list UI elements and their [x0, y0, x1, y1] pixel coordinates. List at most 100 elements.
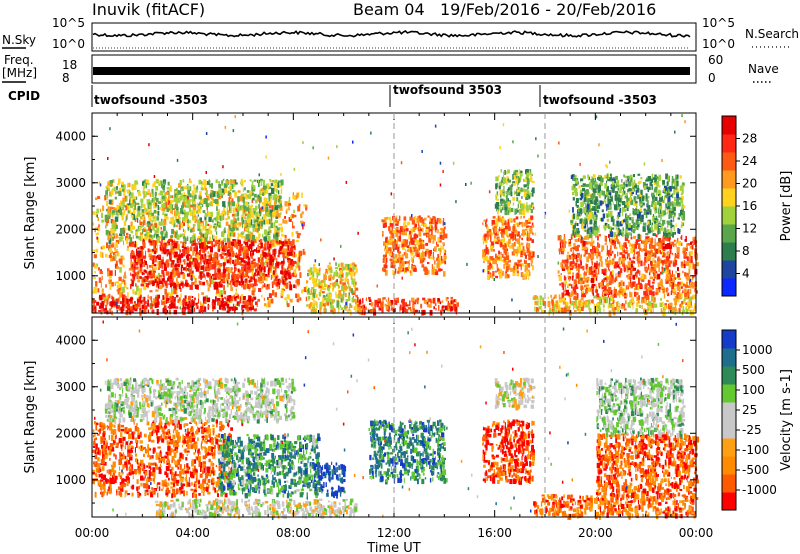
heatmap-cell	[244, 213, 248, 217]
heatmap-cell	[251, 305, 254, 310]
heatmap-cell	[225, 217, 229, 221]
heatmap-cell	[313, 267, 317, 273]
heatmap-cell	[179, 208, 184, 214]
heatmap-cell	[444, 233, 448, 239]
heatmap-cell	[137, 274, 140, 280]
heatmap-cell	[319, 301, 322, 308]
heatmap-cell	[230, 219, 234, 225]
heatmap-cell	[559, 308, 562, 311]
heatmap-cell	[272, 259, 274, 266]
heatmap-cell	[482, 256, 485, 259]
heatmap-cell	[177, 262, 182, 265]
heatmap-cell	[138, 193, 142, 197]
heatmap-cell	[259, 193, 261, 196]
heatmap-cell	[685, 308, 688, 314]
heatmap-cell	[170, 235, 174, 238]
heatmap-cell	[122, 295, 124, 300]
heatmap-cell	[335, 270, 337, 274]
heatmap-cell	[109, 193, 112, 197]
heatmap-cell	[256, 273, 258, 277]
heatmap-cell	[507, 234, 509, 238]
heatmap-cell	[603, 299, 605, 306]
heatmap-cell	[162, 295, 165, 300]
heatmap-cell	[397, 219, 400, 222]
heatmap-cell	[214, 240, 218, 247]
heatmap-cell	[284, 278, 287, 281]
heatmap-cell	[254, 213, 256, 217]
heatmap-cell	[391, 225, 393, 231]
heatmap-cell	[531, 187, 535, 194]
heatmap-cell	[435, 229, 437, 233]
heatmap-cell	[168, 252, 171, 256]
heatmap-cell	[292, 221, 294, 226]
heatmap-cell	[531, 189, 533, 193]
heatmap-cell	[526, 242, 528, 246]
heatmap-cell	[253, 238, 257, 243]
heatmap-cell	[378, 306, 380, 311]
heatmap-cell	[159, 190, 164, 196]
heatmap-cell	[338, 285, 340, 289]
heatmap-cell	[186, 247, 190, 254]
heatmap-cell	[243, 296, 246, 300]
heatmap-cell	[501, 233, 503, 237]
heatmap-cell	[591, 274, 594, 279]
heatmap-cell	[278, 240, 282, 244]
heatmap-cell	[578, 267, 580, 273]
heatmap-cell	[188, 261, 192, 268]
heatmap-cell	[145, 179, 149, 183]
heatmap-cell	[557, 235, 561, 241]
heatmap-cell	[604, 299, 608, 304]
heatmap-cell	[110, 189, 114, 196]
heatmap-cell	[555, 300, 558, 306]
heatmap-cell	[227, 273, 230, 280]
heatmap-cell	[180, 233, 184, 237]
heatmap-cell	[677, 237, 679, 241]
heatmap-cell	[266, 257, 268, 263]
heatmap-cell	[388, 247, 392, 251]
heatmap-cell	[223, 237, 227, 242]
heatmap-cell	[505, 191, 507, 194]
heatmap-cell	[291, 252, 294, 257]
heatmap-cell	[676, 239, 679, 244]
heatmap-cell	[151, 270, 153, 274]
heatmap-cell	[183, 195, 186, 198]
heatmap-cell	[262, 202, 265, 206]
heatmap-cell	[152, 300, 155, 304]
heatmap-cell	[126, 238, 129, 245]
heatmap-cell	[119, 227, 123, 234]
heatmap-cell	[101, 212, 104, 219]
heatmap-cell	[432, 252, 434, 258]
heatmap-cell	[518, 243, 520, 246]
heatmap-cell	[182, 273, 186, 280]
heatmap-cell	[370, 302, 374, 307]
heatmap-cell	[152, 309, 155, 313]
heatmap-cell	[400, 258, 403, 263]
heatmap-cell	[226, 238, 230, 242]
heatmap-cell	[626, 254, 629, 259]
heatmap-cell	[94, 271, 96, 274]
heatmap-cell	[599, 299, 603, 305]
heatmap-cell	[341, 285, 344, 291]
heatmap-cell	[521, 209, 526, 216]
heatmap-cell	[291, 245, 295, 249]
heatmap-cell	[267, 212, 271, 218]
heatmap-cell	[136, 228, 140, 232]
heatmap-cell	[207, 246, 212, 249]
heatmap-cell	[355, 267, 358, 270]
heatmap-cell	[676, 310, 678, 313]
heatmap-cell	[392, 245, 395, 249]
heatmap-cell	[404, 270, 407, 273]
heatmap-cell	[179, 249, 182, 253]
heatmap-cell	[182, 304, 185, 308]
heatmap-cell	[107, 211, 109, 217]
heatmap-cell	[182, 254, 186, 257]
heatmap-cell	[351, 292, 355, 295]
heatmap-cell	[343, 290, 345, 296]
heatmap-cell	[523, 222, 527, 227]
heatmap-cell	[135, 266, 139, 270]
heatmap-cell	[223, 184, 228, 188]
heatmap-cell	[101, 295, 105, 300]
heatmap-cell	[558, 294, 561, 300]
heatmap-cell	[664, 305, 667, 309]
heatmap-cell	[241, 309, 243, 316]
